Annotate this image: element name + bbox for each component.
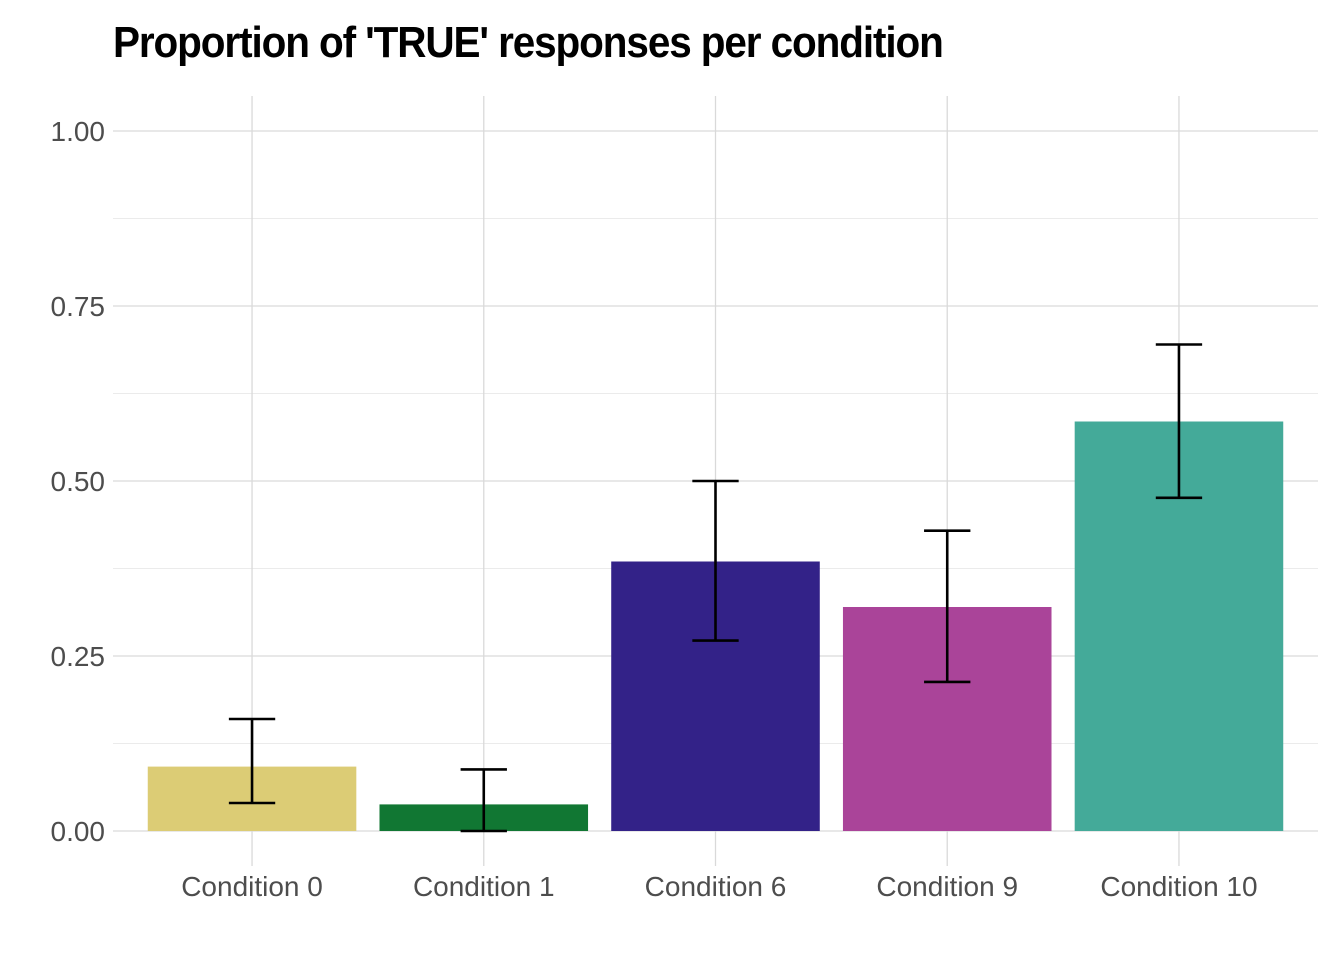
y-tick-label: 0.50 bbox=[51, 466, 106, 497]
y-tick-label: 0.00 bbox=[51, 816, 106, 847]
y-tick-label: 0.25 bbox=[51, 641, 106, 672]
x-tick-label: Condition 0 bbox=[181, 871, 323, 902]
error-bar bbox=[1155, 343, 1203, 500]
y-tick-label: 1.00 bbox=[51, 116, 106, 147]
y-tick-label: 0.75 bbox=[51, 291, 106, 322]
error-bar bbox=[460, 768, 507, 833]
x-axis-tick-labels: Condition 0 Condition 1 Condition 6 Conditi… bbox=[181, 871, 1257, 902]
error-bars bbox=[228, 343, 1203, 833]
x-tick-label: Condition 10 bbox=[1100, 871, 1257, 902]
chart-title: Proportion of 'TRUE' responses per condi… bbox=[113, 18, 944, 67]
x-tick-label: Condition 6 bbox=[645, 871, 787, 902]
y-axis-tick-labels: 0.00 0.25 0.50 0.75 1.00 bbox=[51, 116, 106, 847]
x-tick-label: Condition 1 bbox=[413, 871, 555, 902]
x-tick-label: Condition 9 bbox=[876, 871, 1018, 902]
error-bar bbox=[692, 479, 739, 642]
error-bar bbox=[228, 717, 276, 805]
error-bar bbox=[924, 529, 971, 684]
